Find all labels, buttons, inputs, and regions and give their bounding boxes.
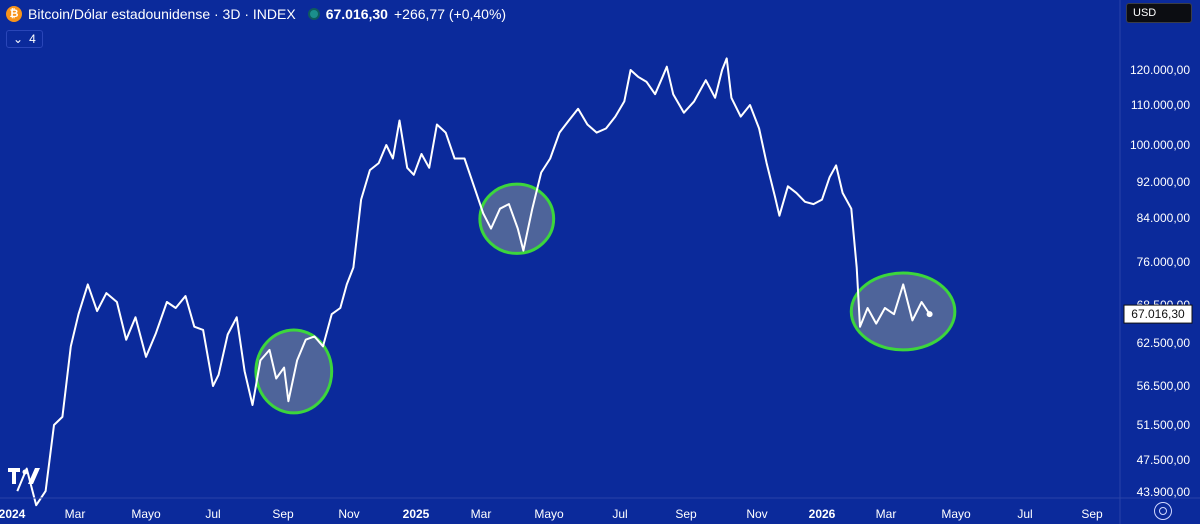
x-tick-label: Nov — [338, 507, 359, 521]
indicators-toggle-button[interactable]: ⌄ 4 — [6, 30, 43, 48]
last-price-badge — [1123, 304, 1193, 324]
last-price-label: 67.016,30 — [1131, 307, 1185, 321]
x-tick-label: 2025 — [403, 507, 430, 521]
bitcoin-icon: ₿ — [6, 6, 22, 22]
currency-button[interactable]: USD — [1126, 3, 1192, 23]
x-tick-label: 2024 — [0, 507, 26, 521]
symbol-title[interactable]: Bitcoin/Dólar estadounidense · 3D · INDE… — [28, 6, 296, 22]
y-tick-label: 92.000,00 — [1137, 175, 1191, 189]
price-change: +266,77 (+0,40%) — [393, 6, 507, 22]
market-status-icon — [307, 8, 320, 20]
y-tick-label: 100.000,00 — [1130, 138, 1190, 152]
y-tick-label: 62.500,00 — [1137, 336, 1191, 350]
x-tick-label: 2026 — [809, 507, 836, 521]
symbol-header: ₿ Bitcoin/Dólar estadounidense · 3D · IN… — [6, 4, 506, 24]
x-tick-label: Mayo — [131, 507, 161, 521]
tradingview-logo-mark — [8, 468, 40, 484]
price-line-series-1 — [16, 57, 931, 507]
chevron-down-icon: ⌄ — [13, 32, 24, 46]
x-tick-label: Mar — [876, 507, 897, 521]
price-line-layer — [16, 57, 933, 507]
price-axis[interactable]: 120.000,00 110.000,00 100.000,00 92.000,00 8… — [1123, 63, 1193, 499]
x-tick-label: Mar — [65, 507, 86, 521]
current-price: 67.016,30 — [325, 6, 388, 22]
y-tick-label: 47.500,00 — [1137, 453, 1191, 467]
x-tick-label: Jul — [205, 507, 220, 521]
x-tick-label: Sep — [272, 507, 294, 521]
time-axis[interactable]: 2024 Mar Mayo Jul Sep Nov 2025 Mar Mayo Jul Sep Nov… — [0, 507, 1103, 521]
highlight-circle-2[interactable] — [478, 182, 556, 255]
y-tick-label: 110.000,00 — [1131, 98, 1190, 112]
y-tick-label: 84.000,00 — [1137, 211, 1191, 225]
y-tick-label: 43.900,00 — [1137, 485, 1191, 499]
x-tick-label: Jul — [1017, 507, 1032, 521]
x-tick-label: Mayo — [534, 507, 564, 521]
x-tick-label: Nov — [746, 507, 767, 521]
y-tick-label: 51.500,00 — [1137, 418, 1191, 432]
x-tick-label: Mar — [471, 507, 492, 521]
y-tick-label: 56.500,00 — [1137, 379, 1191, 393]
last-price-dot — [926, 311, 933, 318]
x-tick-label: Sep — [1081, 507, 1103, 521]
tradingview-logo — [8, 466, 42, 486]
y-tick-label: 76.000,00 — [1137, 255, 1191, 269]
x-tick-label: Sep — [675, 507, 697, 521]
indicators-count: 4 — [29, 32, 36, 46]
y-tick-label: 120.000,00 — [1130, 63, 1190, 77]
highlight-circles — [254, 182, 957, 415]
x-tick-label: Jul — [612, 507, 627, 521]
chart-settings-gear-icon[interactable] — [1154, 502, 1172, 520]
x-tick-label: Mayo — [941, 507, 971, 521]
highlight-circle-3[interactable] — [849, 271, 957, 352]
